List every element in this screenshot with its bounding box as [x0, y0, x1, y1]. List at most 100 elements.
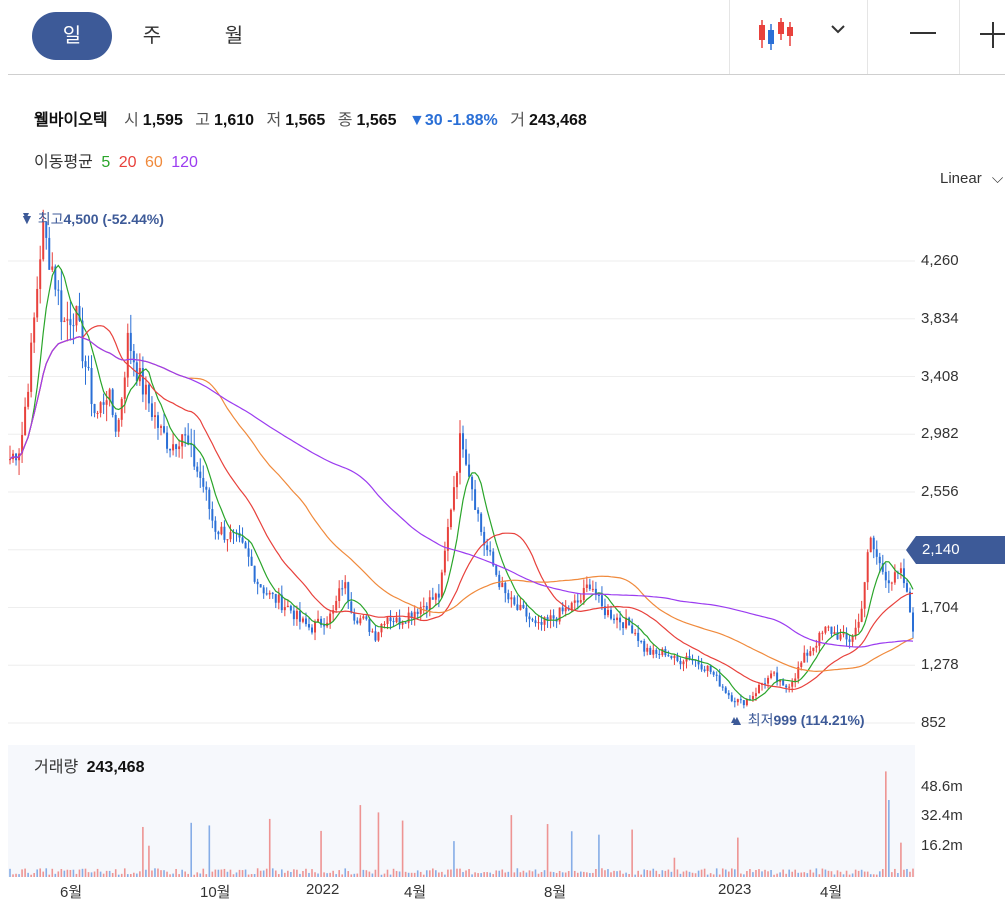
- volume-bar: [891, 872, 893, 877]
- tab-day[interactable]: 일: [32, 12, 112, 60]
- candle-body: [613, 618, 616, 621]
- volume-bar: [800, 872, 803, 877]
- candle-body: [600, 595, 603, 607]
- volume-bar: [208, 825, 211, 877]
- volume-bar: [311, 869, 313, 877]
- volume-bar: [166, 871, 168, 877]
- chevron-down-icon[interactable]: [829, 20, 847, 38]
- open-value: 1,595: [142, 112, 183, 129]
- candle-body: [90, 368, 93, 405]
- candle-body: [727, 692, 730, 696]
- volume-bar: [543, 870, 546, 877]
- volume-bar: [894, 868, 896, 877]
- volume-bar: [528, 870, 531, 877]
- volume-bar: [383, 873, 386, 877]
- divider: [867, 0, 868, 74]
- candle-body: [573, 600, 576, 603]
- volume-bar: [353, 873, 356, 877]
- candle-body: [905, 583, 908, 592]
- volume-bar: [284, 872, 286, 877]
- volume-bar: [567, 871, 570, 877]
- candle-body: [854, 627, 857, 637]
- volume-bar: [229, 869, 232, 877]
- candle-body: [489, 550, 492, 552]
- volume-bar: [93, 871, 96, 877]
- candle-body: [486, 545, 489, 551]
- volume-bar: [903, 869, 905, 877]
- candle-body: [404, 622, 407, 624]
- candle-body: [912, 612, 914, 632]
- volume-bar: [250, 874, 253, 877]
- high-value: 1,610: [214, 112, 255, 129]
- candle-body: [371, 631, 374, 633]
- candle-body: [625, 617, 628, 629]
- volume-bar: [335, 874, 337, 877]
- moving-average-legend[interactable]: 이동평균 5 20 60 120: [34, 148, 202, 172]
- tab-month[interactable]: 월: [224, 25, 244, 47]
- candle-body: [643, 641, 646, 652]
- volume-tick-label: 16.2m: [921, 837, 963, 854]
- candle-body: [516, 604, 519, 610]
- candle-body: [700, 664, 703, 670]
- candle-body: [815, 645, 818, 648]
- current-price: 2,140: [922, 541, 960, 558]
- volume-bar: [287, 870, 289, 877]
- close-label: 종: [337, 112, 353, 129]
- volume-bar: [555, 872, 558, 877]
- candle-body: [66, 319, 69, 321]
- max-marker-prefix: ▼ 최고: [20, 211, 64, 227]
- candle-body: [751, 695, 754, 700]
- candle-body: [166, 432, 169, 449]
- candlestick-icon[interactable]: [756, 16, 796, 52]
- volume-bar: [202, 868, 205, 877]
- volume-bar: [752, 872, 754, 877]
- volume-bar: [235, 872, 238, 877]
- tab-week[interactable]: 주: [142, 25, 162, 47]
- candle-body: [558, 607, 561, 622]
- candle-body: [495, 565, 498, 575]
- stock-info: 웰바이오텍 시 1,595 고 1,610 저 1,565 종 1,565 ▼30 -1…: [34, 106, 595, 130]
- volume-bar: [519, 872, 522, 877]
- chevron-down-icon: ⌵: [991, 170, 1004, 187]
- volume-bar: [136, 873, 138, 877]
- candle-body: [634, 632, 637, 634]
- scale-select[interactable]: Linear ⌵: [940, 170, 1003, 187]
- volume-bar: [299, 873, 301, 877]
- volume-bar: [350, 874, 353, 877]
- volume-bar: [516, 868, 519, 877]
- candle-body: [244, 542, 247, 549]
- volume-bar: [465, 870, 467, 877]
- volume-bar: [610, 872, 612, 877]
- volume-bar: [21, 869, 23, 877]
- volume-bar: [501, 869, 504, 877]
- volume-bar: [685, 870, 688, 877]
- volume-bar: [178, 874, 180, 877]
- ma20-line: [9, 325, 914, 691]
- candle-body: [821, 632, 824, 634]
- candle-body: [691, 659, 694, 661]
- x-tick-label: 2023: [718, 881, 752, 898]
- scale-label: Linear: [940, 170, 982, 187]
- candle-body: [199, 471, 202, 478]
- close-value: 1,565: [356, 112, 397, 129]
- volume-bar: [561, 872, 564, 877]
- volume-bar: [546, 824, 549, 877]
- ma-label: 이동평균: [34, 154, 93, 171]
- volume-bar: [797, 872, 800, 877]
- candle-body: [21, 435, 24, 454]
- volume-bar: [598, 834, 600, 877]
- candle-body: [419, 606, 422, 614]
- candle-body: [899, 568, 902, 573]
- candle-body: [317, 618, 320, 623]
- volume-bar: [75, 873, 78, 877]
- minus-icon[interactable]: [910, 32, 936, 34]
- min-marker-arrow: [731, 717, 737, 723]
- volume-bar: [326, 873, 328, 877]
- volume-bar: [703, 868, 706, 877]
- candle-body: [670, 655, 673, 659]
- volume-bar: [764, 869, 766, 877]
- volume-bar: [773, 874, 775, 877]
- candle-body: [528, 616, 531, 620]
- volume-bar: [293, 869, 295, 877]
